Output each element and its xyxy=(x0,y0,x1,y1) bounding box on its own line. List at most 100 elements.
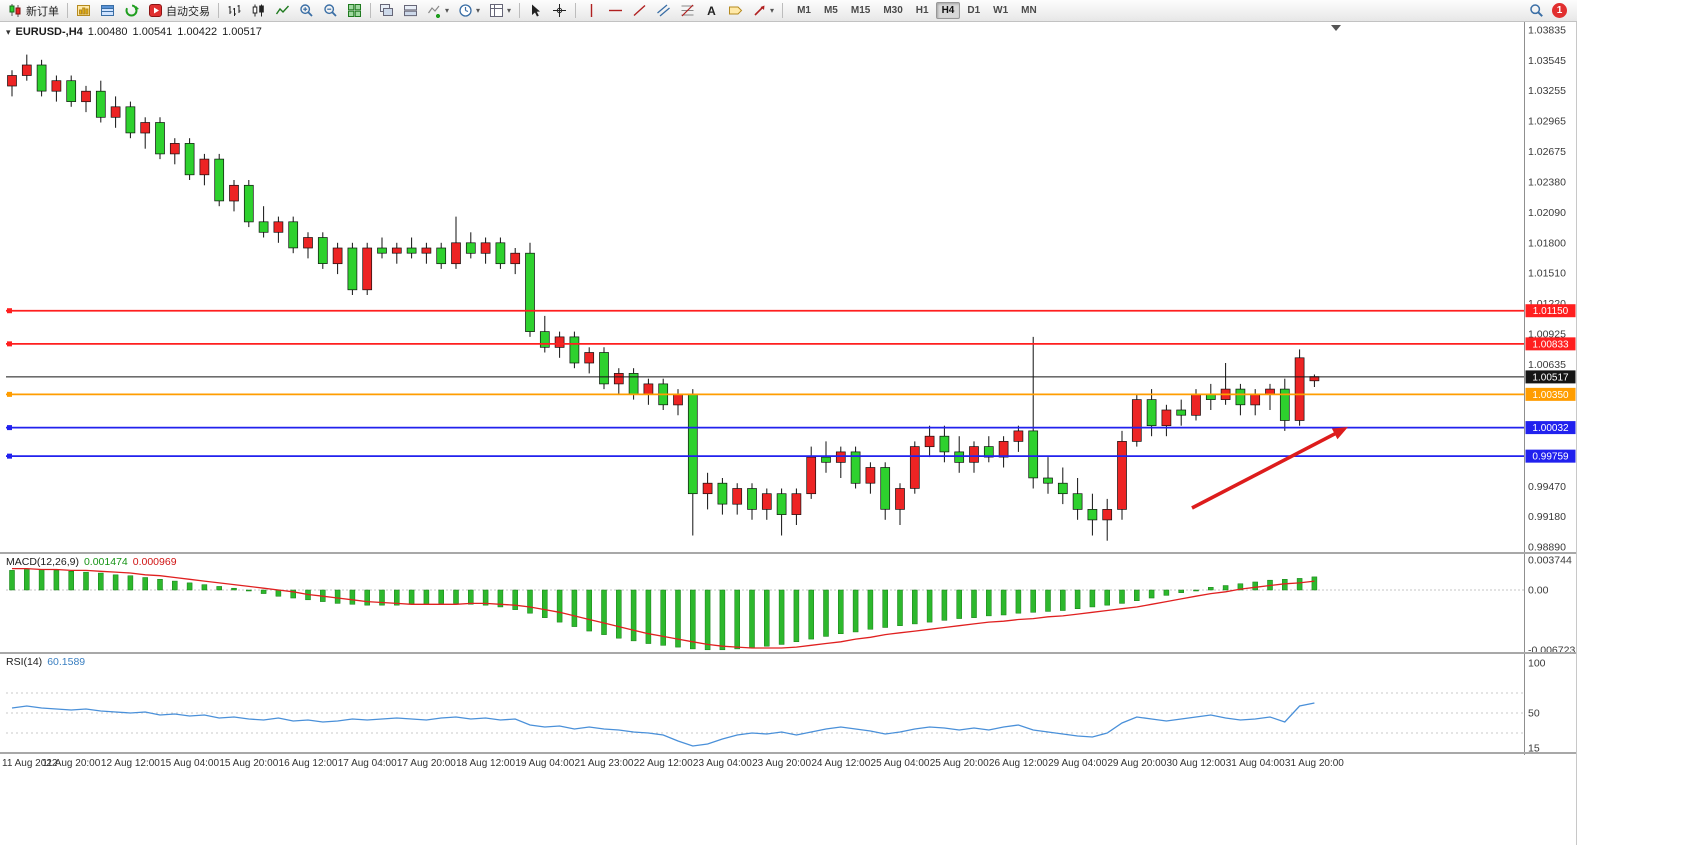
time-axis-label: 15 Aug 20:00 xyxy=(219,758,278,769)
cursor-button[interactable] xyxy=(524,0,547,21)
channel-button[interactable] xyxy=(652,0,675,21)
ohlc-low: 1.00422 xyxy=(177,26,218,38)
panel-splitter-macd[interactable] xyxy=(0,552,1576,554)
macd-axis-label: -0.006723 xyxy=(1528,645,1575,657)
macd-histogram-bar xyxy=(349,589,356,605)
macd-histogram-bar xyxy=(379,589,385,606)
macd-histogram-bar xyxy=(1193,589,1199,592)
price-axis-label: 0.99180 xyxy=(1528,511,1566,523)
arrange-windows-button[interactable] xyxy=(375,0,398,21)
navigator-button[interactable] xyxy=(120,0,143,21)
vertical-line-button[interactable] xyxy=(580,0,603,21)
timeframe-button-m5[interactable]: M5 xyxy=(823,5,838,16)
timeframe-button-h4[interactable]: H4 xyxy=(935,2,961,19)
price-badge-label: 1.00032 xyxy=(1532,423,1569,434)
rsi-axis-label: 15 xyxy=(1528,743,1540,755)
macd-histogram-bar xyxy=(1030,589,1036,613)
time-axis-label: 22 Aug 12:00 xyxy=(634,758,693,769)
annotation-arrow-head[interactable] xyxy=(1331,427,1348,440)
time-axis-label: 11 Aug 20:00 xyxy=(42,758,101,769)
rsi-line xyxy=(11,702,1315,747)
annotation-arrow-shaft[interactable] xyxy=(1191,430,1340,510)
search-icon[interactable] xyxy=(1529,3,1544,18)
macd-histogram-bar xyxy=(512,589,518,610)
macd-histogram-bar xyxy=(971,589,977,618)
macd-histogram-bar xyxy=(838,589,844,634)
notification-badge[interactable]: 1 xyxy=(1552,3,1567,18)
chart-shift-marker[interactable] xyxy=(1331,25,1341,31)
price-axis-label: 0.98890 xyxy=(1528,542,1566,554)
arrows-tool-button[interactable]: ▾ xyxy=(748,0,778,21)
macd-main-value: 0.001474 xyxy=(83,556,128,568)
price-axis-label: 1.02675 xyxy=(1528,146,1566,158)
rsi-axis-label: 100 xyxy=(1528,658,1546,670)
candle-bullish xyxy=(1117,441,1127,510)
candle-bullish xyxy=(969,446,979,463)
new-order-label: 新订单 xyxy=(26,5,59,18)
indicators-button[interactable]: ▾ xyxy=(423,0,453,21)
candle-bullish xyxy=(835,451,846,463)
macd-histogram-bar xyxy=(1222,585,1229,591)
rsi-axis-label: 50 xyxy=(1528,708,1540,720)
macd-histogram-bar xyxy=(1148,589,1155,599)
timeframe-button-w1[interactable]: W1 xyxy=(993,5,1009,16)
timeframe-button-m15[interactable]: M15 xyxy=(850,5,871,16)
time-axis-label: 25 Aug 04:00 xyxy=(871,758,930,769)
text-button[interactable]: A xyxy=(700,0,723,21)
panel-splitter-rsi[interactable] xyxy=(0,652,1576,654)
channel-icon xyxy=(657,4,670,17)
price-badge xyxy=(1525,370,1576,384)
text-label-button[interactable] xyxy=(724,0,747,21)
candle-bullish xyxy=(806,456,817,495)
hline-handle[interactable] xyxy=(7,425,12,431)
trendline-button[interactable] xyxy=(628,0,651,21)
bar-chart-button[interactable] xyxy=(223,0,246,21)
candle-bearish xyxy=(214,158,225,202)
hline-handle[interactable] xyxy=(7,341,12,347)
macd-histogram-bar xyxy=(1000,589,1007,616)
zoom-in-button[interactable] xyxy=(295,0,318,21)
one-click-trading-toggle[interactable]: ▾ xyxy=(6,26,11,37)
macd-histogram-bar xyxy=(749,589,755,649)
hline-handle[interactable] xyxy=(7,453,12,459)
market-watch-button[interactable] xyxy=(72,0,95,21)
macd-histogram-bar xyxy=(53,570,60,591)
macd-histogram-bar xyxy=(127,575,134,591)
timeframe-button-d1[interactable]: D1 xyxy=(967,5,981,16)
time-axis-label: 12 Aug 12:00 xyxy=(101,758,160,769)
periods-button[interactable]: ▾ xyxy=(454,0,484,21)
candle-bearish xyxy=(1279,388,1290,421)
hline-handle[interactable] xyxy=(7,308,12,314)
new-order-button[interactable]: 新订单 xyxy=(4,0,63,21)
timeframe-button-m30[interactable]: M30 xyxy=(883,5,903,16)
navigator-icon xyxy=(125,4,139,17)
line-chart-button[interactable] xyxy=(271,0,294,21)
zoom-out-button[interactable] xyxy=(319,0,342,21)
cascade-windows-button[interactable] xyxy=(399,0,422,21)
crosshair-button[interactable] xyxy=(548,0,571,21)
dropdown-caret-icon: ▾ xyxy=(770,5,775,15)
data-window-button[interactable] xyxy=(96,0,119,21)
horizontal-line-button[interactable] xyxy=(604,0,627,21)
candle-bullish xyxy=(303,237,313,249)
macd-histogram-bar xyxy=(1074,589,1081,609)
hline-handle[interactable] xyxy=(7,391,12,397)
timeframe-button-mn[interactable]: MN xyxy=(1021,5,1037,16)
candle-bearish xyxy=(1087,509,1098,521)
tile-windows-button[interactable] xyxy=(343,0,366,21)
autotrading-button[interactable]: 自动交易 xyxy=(144,0,214,21)
candle-bearish xyxy=(125,106,136,134)
candle-bearish xyxy=(599,352,609,385)
candlestick-chart-button[interactable] xyxy=(247,0,270,21)
fibonacci-button[interactable] xyxy=(676,0,699,21)
macd-histogram-bar xyxy=(1045,589,1051,612)
time-axis-label: 17 Aug 04:00 xyxy=(338,758,397,769)
timeframe-button-h1[interactable]: H1 xyxy=(915,5,929,16)
macd-histogram-bar xyxy=(986,589,992,617)
macd-histogram-bar xyxy=(586,589,592,632)
timeframe-button-m1[interactable]: M1 xyxy=(797,5,811,16)
templates-button[interactable]: ▾ xyxy=(485,0,515,21)
dropdown-caret-icon: ▾ xyxy=(507,5,512,15)
arrow-tool-icon xyxy=(754,5,765,16)
